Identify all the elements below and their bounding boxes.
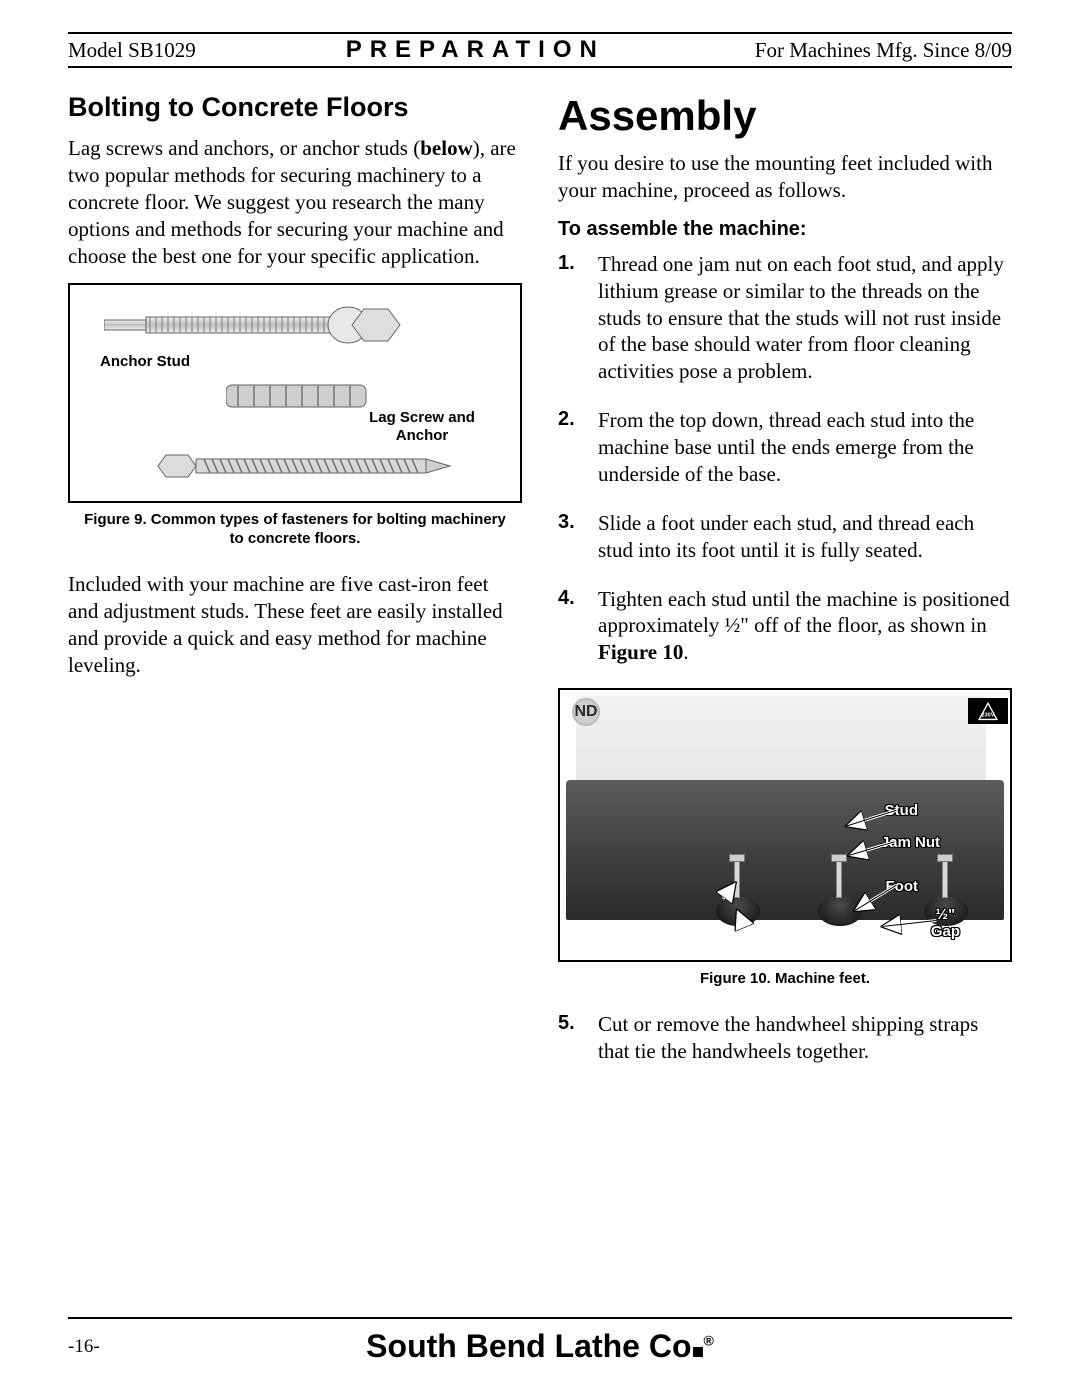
s4a: Tighten each stud until the machine is p… <box>598 587 1010 638</box>
stud-3 <box>942 858 948 898</box>
right-column: Assembly If you desire to use the mounti… <box>558 92 1012 1087</box>
step-4-text: Tighten each stud until the machine is p… <box>598 586 1012 667</box>
assembly-steps: Thread one jam nut on each foot stud, an… <box>558 251 1012 666</box>
brand-dot-icon <box>693 1347 703 1357</box>
lag-screw-illustration <box>154 449 454 483</box>
figure-10-canvas: ND 230V Stud Jam Nut Foot <box>566 696 1004 954</box>
stud-1 <box>734 858 740 898</box>
content-columns: Bolting to Concrete Floors Lag screws an… <box>68 92 1012 1087</box>
machine-foot-2 <box>818 896 862 926</box>
header-right: For Machines Mfg. Since 8/09 <box>755 38 1012 63</box>
step-5-text: Cut or remove the handwheel shipping str… <box>598 1011 1012 1065</box>
bolting-paragraph-2: Included with your machine are five cast… <box>68 571 522 679</box>
p1-bold: below <box>420 136 473 160</box>
callout-gap: ½" Gap <box>931 906 960 940</box>
header-center: PREPARATION <box>346 36 605 64</box>
lag-anchor-illustration <box>226 379 376 413</box>
callout-foot: Foot <box>886 878 918 895</box>
brand-text: South Bend Lathe Co <box>366 1328 691 1364</box>
page-footer: -16- South Bend Lathe Co ® <box>68 1328 1012 1365</box>
s4-bold: Figure 10 <box>598 640 683 664</box>
figure-10-caption: Figure 10. Machine feet. <box>558 970 1012 989</box>
step-1-text: Thread one jam nut on each foot stud, an… <box>598 251 1012 385</box>
machine-foot-1 <box>716 896 760 926</box>
header-left: Model SB1029 <box>68 38 196 63</box>
jamnut-1 <box>729 854 745 862</box>
warning-icon: 230V <box>968 698 1008 724</box>
jamnut-3 <box>937 854 953 862</box>
anchor-stud-illustration <box>104 303 424 347</box>
p1a: Lag screws and anchors, or anchor studs … <box>68 136 420 160</box>
step-4: Tighten each stud until the machine is p… <box>558 586 1012 667</box>
brand-registered: ® <box>703 1332 713 1348</box>
figure-9-canvas: Anchor Stud Lag Screw and Anchor <box>76 291 514 495</box>
page-number: -16- <box>68 1336 100 1358</box>
step-2: From the top down, thread each stud into… <box>558 407 1012 488</box>
step-5: Cut or remove the handwheel shipping str… <box>558 1011 1012 1065</box>
assembly-steps-continued: Cut or remove the handwheel shipping str… <box>558 1011 1012 1065</box>
lag-screw-anchor-label: Lag Screw and Anchor <box>362 409 482 444</box>
step-2-text: From the top down, thread each stud into… <box>598 407 1012 488</box>
jamnut-2 <box>831 854 847 862</box>
bolting-heading: Bolting to Concrete Floors <box>68 92 522 123</box>
step-1: Thread one jam nut on each foot stud, an… <box>558 251 1012 385</box>
footer-rule <box>68 1317 1012 1319</box>
step-3: Slide a foot under each stud, and thread… <box>558 510 1012 564</box>
svg-text:230V: 230V <box>982 713 995 719</box>
stud-2 <box>836 858 842 898</box>
callout-stud: Stud <box>885 802 918 819</box>
s4b: . <box>683 640 688 664</box>
header-rule <box>68 66 1012 68</box>
figure-9-caption: Figure 9. Common types of fasteners for … <box>68 511 522 549</box>
figure-9: Anchor Stud Lag Screw and Anchor <box>68 283 522 503</box>
brand-name: South Bend Lathe Co ® <box>366 1328 714 1365</box>
figure-10: ND 230V Stud Jam Nut Foot <box>558 688 1012 962</box>
step-3-text: Slide a foot under each stud, and thread… <box>598 510 1012 564</box>
anchor-stud-label: Anchor Stud <box>100 353 190 370</box>
assembly-subhead: To assemble the machine: <box>558 218 1012 241</box>
top-rule <box>68 32 1012 34</box>
nd-badge: ND <box>572 698 600 726</box>
assembly-intro: If you desire to use the mounting feet i… <box>558 150 1012 204</box>
page-header: Model SB1029 PREPARATION For Machines Mf… <box>68 36 1012 66</box>
bolting-paragraph-1: Lag screws and anchors, or anchor studs … <box>68 135 522 269</box>
left-column: Bolting to Concrete Floors Lag screws an… <box>68 92 522 1087</box>
callout-jamnut: Jam Nut <box>881 834 940 851</box>
assembly-title: Assembly <box>558 92 1012 140</box>
